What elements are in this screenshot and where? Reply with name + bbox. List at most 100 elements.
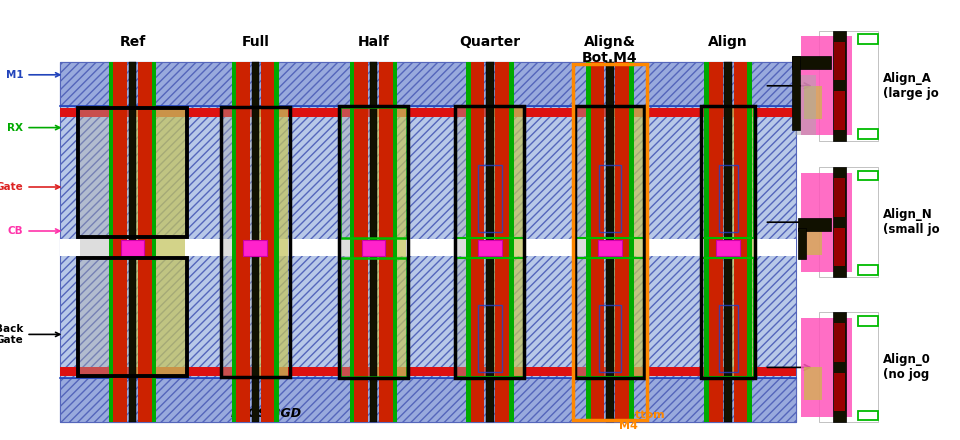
Bar	[575, 106, 644, 378]
Bar	[223, 106, 288, 378]
Bar	[792, 56, 800, 130]
Bar	[478, 165, 502, 232]
Bar	[477, 62, 485, 422]
Bar	[152, 62, 156, 422]
Bar	[456, 107, 523, 238]
Bar	[509, 62, 514, 422]
Bar	[469, 62, 477, 422]
Bar	[834, 323, 845, 362]
Text: Bottom
M4: Bottom M4	[619, 410, 664, 431]
Bar	[702, 258, 755, 377]
Text: LBGD: LBGD	[263, 407, 301, 420]
Bar	[80, 106, 185, 378]
Bar	[834, 373, 845, 411]
Bar	[802, 172, 852, 271]
Bar	[603, 241, 617, 255]
Bar	[719, 165, 737, 232]
Bar	[597, 62, 605, 422]
Bar	[120, 62, 127, 422]
Bar	[858, 316, 878, 326]
Bar	[833, 167, 846, 277]
Bar	[341, 106, 406, 378]
Bar	[145, 62, 153, 422]
Bar	[478, 240, 502, 256]
Bar	[721, 241, 735, 255]
Text: Align_N
(small jo: Align_N (small jo	[882, 208, 939, 236]
Bar	[799, 228, 806, 259]
Bar	[108, 62, 113, 422]
Bar	[125, 241, 140, 255]
Bar	[60, 378, 797, 422]
Bar	[796, 75, 816, 136]
Bar	[716, 240, 740, 256]
Bar	[455, 106, 524, 378]
Bar	[243, 62, 250, 422]
Bar	[858, 129, 878, 139]
Bar	[804, 367, 822, 400]
Text: Ref: Ref	[119, 35, 146, 49]
Bar	[487, 62, 493, 422]
Text: LBGS: LBGS	[230, 407, 267, 420]
Bar	[819, 167, 878, 277]
Bar	[379, 62, 386, 422]
Bar	[702, 107, 755, 238]
Bar	[572, 64, 647, 420]
Bar	[705, 62, 709, 422]
Bar	[577, 106, 642, 378]
Text: Align&
Bot.M4: Align& Bot.M4	[582, 35, 637, 66]
Bar	[610, 106, 642, 378]
Text: Half: Half	[358, 35, 390, 49]
Bar	[799, 218, 830, 231]
Bar	[78, 258, 187, 376]
Bar	[252, 62, 259, 422]
Text: Quarter: Quarter	[459, 35, 520, 49]
Bar	[834, 178, 845, 216]
Bar	[248, 241, 263, 255]
Bar	[275, 62, 279, 422]
Bar	[858, 265, 878, 275]
Bar	[340, 258, 407, 377]
Bar	[78, 108, 187, 237]
Bar	[60, 108, 797, 117]
Text: CB: CB	[8, 226, 60, 236]
Bar	[728, 106, 754, 378]
Bar	[261, 62, 268, 422]
Text: RX: RX	[8, 123, 60, 132]
Bar	[483, 241, 497, 255]
Bar	[834, 91, 845, 130]
Bar	[858, 411, 878, 420]
Bar	[503, 62, 510, 422]
Bar	[607, 62, 613, 422]
Bar	[623, 62, 630, 422]
Bar	[719, 305, 737, 372]
Bar	[478, 305, 502, 372]
Bar	[361, 62, 368, 422]
Text: Align: Align	[708, 35, 748, 49]
Bar	[132, 106, 185, 378]
Bar	[366, 241, 381, 255]
Bar	[589, 62, 597, 422]
Bar	[340, 107, 407, 238]
Bar	[587, 62, 590, 422]
Text: Align_0
(no jog: Align_0 (no jog	[882, 353, 930, 381]
Bar	[629, 62, 634, 422]
Bar	[834, 42, 845, 80]
Bar	[231, 62, 236, 422]
Text: Align_A
(large jo: Align_A (large jo	[882, 72, 939, 100]
Bar	[393, 62, 397, 422]
Bar	[834, 228, 845, 266]
Bar	[708, 62, 715, 422]
Bar	[741, 62, 748, 422]
Bar	[129, 62, 136, 422]
Bar	[60, 239, 797, 257]
Bar	[701, 106, 756, 378]
Text: Full: Full	[241, 35, 269, 49]
Bar	[833, 312, 846, 422]
Bar	[255, 106, 288, 378]
Bar	[456, 258, 523, 377]
Text: M1: M1	[6, 70, 60, 80]
Bar	[804, 222, 822, 255]
Bar	[353, 62, 361, 422]
Bar	[819, 312, 878, 422]
Bar	[725, 62, 732, 422]
